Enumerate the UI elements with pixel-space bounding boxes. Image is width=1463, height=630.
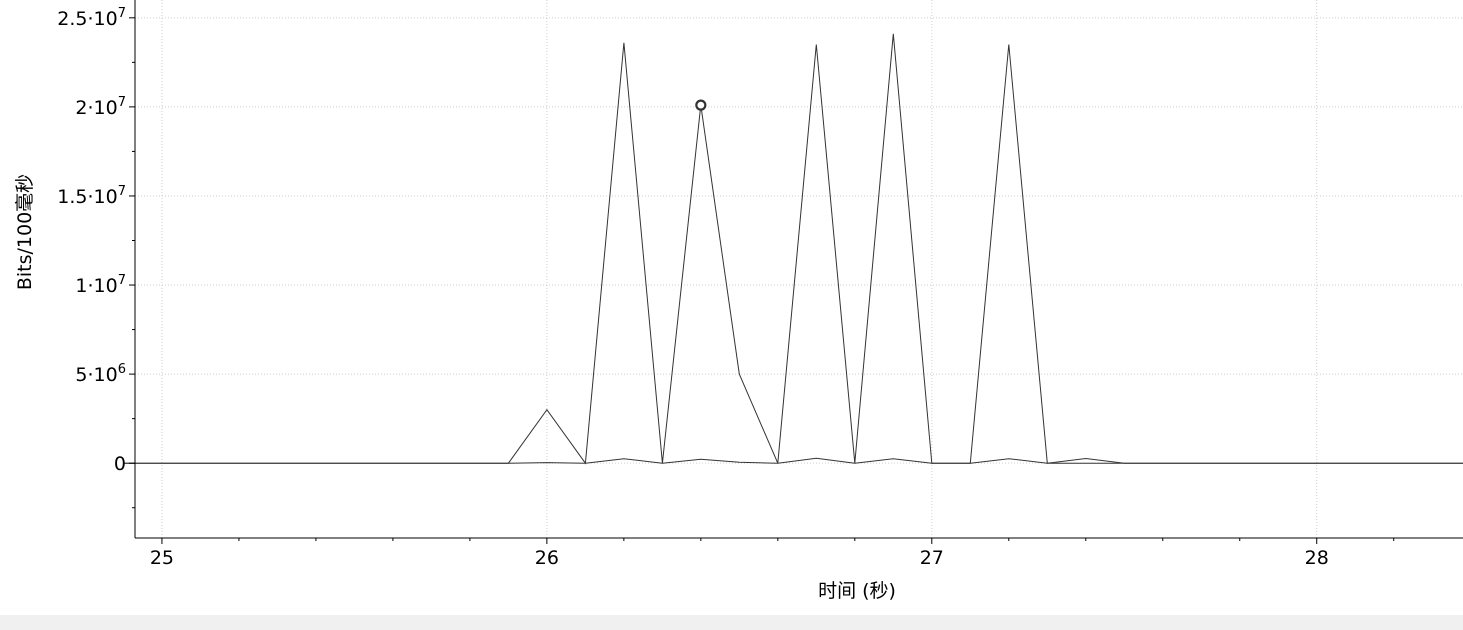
y-tick-label: 2·107: [75, 95, 126, 119]
y-tick-mantissa: 1.5·10: [57, 186, 117, 208]
y-tick-label: 0: [114, 453, 126, 475]
y-tick-exponent: 7: [118, 95, 126, 110]
grid: [135, 0, 1463, 538]
y-tick-mantissa: 0: [114, 453, 126, 475]
y-tick-exponent: 7: [118, 273, 126, 288]
y-tick-mantissa: 2.5·10: [57, 8, 117, 30]
axes: [129, 0, 1463, 544]
x-tick-label: 27: [920, 547, 944, 569]
y-axis-title: Bits/100毫秒: [14, 174, 36, 290]
y-tick-mantissa: 1·10: [75, 275, 117, 297]
y-tick-mantissa: 5·10: [75, 364, 117, 386]
y-tick-label: 2.5·107: [57, 6, 126, 30]
y-tick-exponent: 7: [118, 6, 126, 21]
x-tick-label: 25: [150, 547, 174, 569]
x-tick-label: 26: [535, 547, 559, 569]
chart-area[interactable]: 25 26 27 28 0 5·106 1·107 1.5·107 2·107 2.5·107 时…: [0, 0, 1463, 615]
y-tick-mantissa: 2·10: [75, 97, 117, 119]
y-tick-exponent: 7: [118, 184, 126, 199]
y-tick-exponent: 6: [118, 362, 126, 377]
y-tick-label: 1·107: [75, 273, 126, 297]
status-strip: [0, 615, 1463, 630]
selected-point-marker: [695, 99, 707, 111]
y-tick-label: 1.5·107: [57, 184, 126, 208]
series-layer: [123, 33, 1463, 465]
series-line-2: [123, 457, 1463, 464]
x-axis-title: 时间 (秒): [818, 580, 896, 602]
series-line-1: [123, 33, 1463, 465]
y-tick-label: 5·106: [75, 362, 126, 386]
x-tick-label: 28: [1305, 547, 1329, 569]
